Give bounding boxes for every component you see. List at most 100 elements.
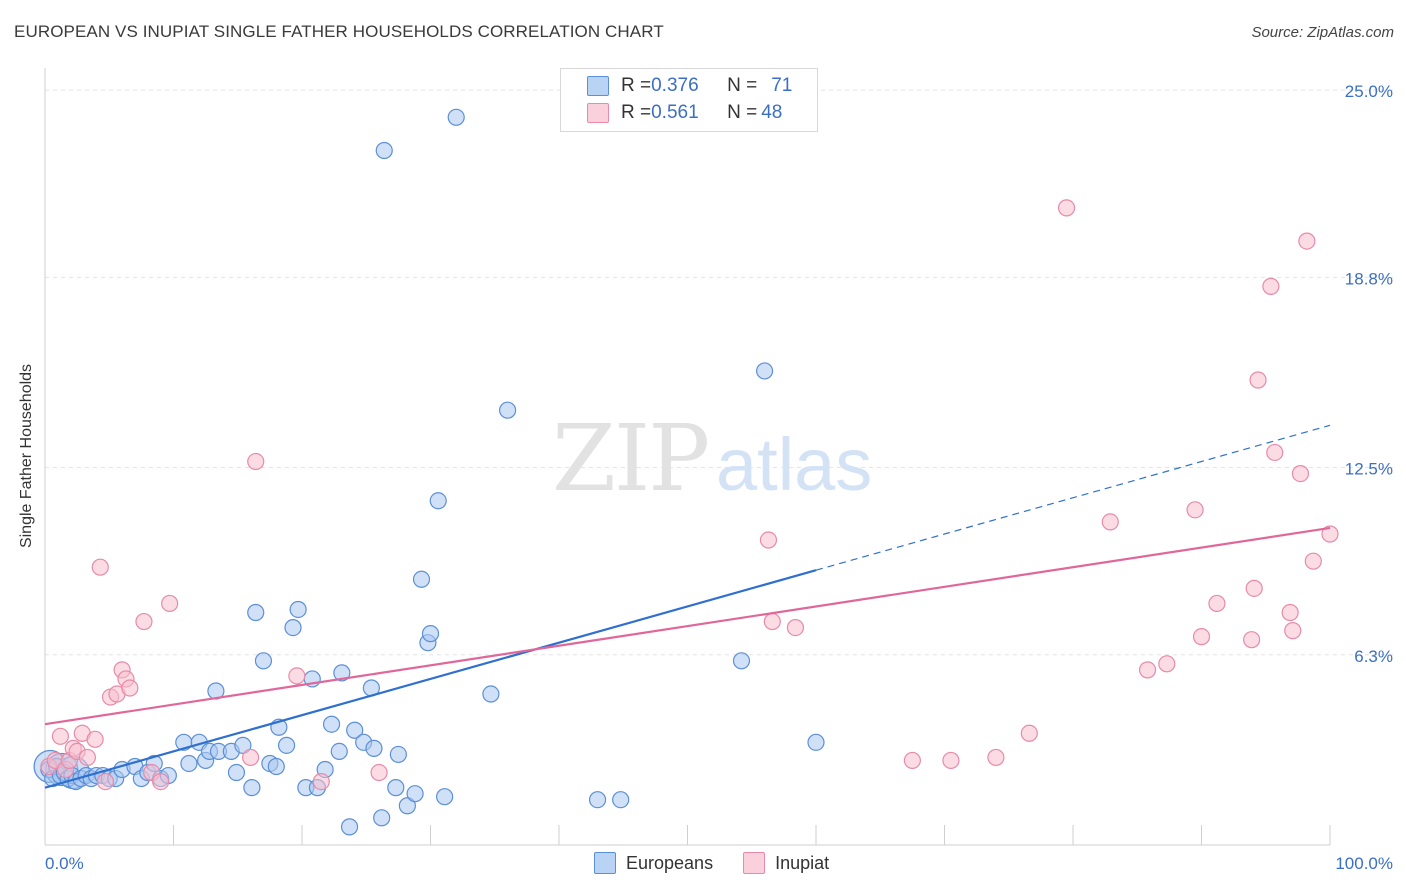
data-point bbox=[390, 746, 406, 762]
data-point bbox=[1244, 632, 1260, 648]
data-point bbox=[1305, 553, 1321, 569]
data-point bbox=[92, 559, 108, 575]
data-point bbox=[500, 402, 516, 418]
data-point bbox=[613, 792, 629, 808]
grid-lines bbox=[45, 90, 1395, 655]
data-point bbox=[181, 755, 197, 771]
y-tick-label: 25.0% bbox=[1345, 82, 1393, 101]
x-tick-label: 0.0% bbox=[45, 854, 84, 873]
data-point bbox=[1159, 656, 1175, 672]
legend-r-value: 0.561 bbox=[651, 102, 727, 124]
bottom-legend-label: Inupiat bbox=[775, 853, 829, 874]
data-point bbox=[414, 571, 430, 587]
data-point bbox=[590, 792, 606, 808]
data-point bbox=[787, 620, 803, 636]
data-point bbox=[1292, 466, 1308, 482]
data-point bbox=[371, 765, 387, 781]
data-point bbox=[1246, 580, 1262, 596]
data-point bbox=[243, 749, 259, 765]
data-point bbox=[87, 731, 103, 747]
data-point bbox=[268, 758, 284, 774]
data-point bbox=[943, 752, 959, 768]
data-point bbox=[1059, 200, 1075, 216]
legend-swatch-blue bbox=[587, 76, 609, 96]
legend-n-value: 48 bbox=[761, 102, 782, 124]
data-point bbox=[79, 749, 95, 765]
data-point bbox=[376, 143, 392, 159]
data-point bbox=[423, 626, 439, 642]
data-point bbox=[437, 789, 453, 805]
data-point bbox=[1021, 725, 1037, 741]
legend-box: R = 0.376 N = 71 R = 0.561 N = 48 bbox=[560, 68, 818, 132]
data-point bbox=[1140, 662, 1156, 678]
data-point bbox=[244, 780, 260, 796]
data-point bbox=[228, 765, 244, 781]
data-point bbox=[388, 780, 404, 796]
data-point bbox=[1209, 595, 1225, 611]
data-point bbox=[313, 774, 329, 790]
data-point bbox=[764, 614, 780, 630]
data-point bbox=[1299, 233, 1315, 249]
data-point bbox=[331, 743, 347, 759]
y-tick-label: 18.8% bbox=[1345, 269, 1393, 288]
data-point bbox=[1263, 278, 1279, 294]
x-tick-label: 100.0% bbox=[1335, 854, 1393, 873]
legend-n-label: N = bbox=[727, 75, 757, 97]
bottom-legend-swatch-pink bbox=[743, 852, 765, 874]
data-point bbox=[757, 363, 773, 379]
y-tick-label: 6.3% bbox=[1354, 647, 1393, 666]
data-point bbox=[760, 532, 776, 548]
data-point bbox=[988, 749, 1004, 765]
watermark-zip: ZIP bbox=[552, 405, 708, 512]
data-point bbox=[290, 601, 306, 617]
data-point bbox=[255, 653, 271, 669]
data-point bbox=[162, 595, 178, 611]
data-point bbox=[1187, 502, 1203, 518]
data-point bbox=[153, 774, 169, 790]
legend-r-label: R = bbox=[621, 75, 651, 97]
bottom-legend-label: Europeans bbox=[626, 853, 713, 874]
data-point bbox=[324, 716, 340, 732]
data-point bbox=[1250, 372, 1266, 388]
y-tick-label: 12.5% bbox=[1345, 460, 1393, 479]
legend-r-value: 0.376 bbox=[651, 75, 727, 97]
data-point bbox=[1102, 514, 1118, 530]
bottom-legend-inupiat: Inupiat bbox=[743, 852, 829, 874]
data-point bbox=[483, 686, 499, 702]
europeans-trend-extension bbox=[816, 425, 1330, 570]
inupiat-trend-line bbox=[45, 528, 1330, 724]
data-point bbox=[122, 680, 138, 696]
legend-row-inupiat: R = 0.561 N = 48 bbox=[587, 101, 782, 125]
data-point bbox=[808, 734, 824, 750]
bottom-legend-europeans: Europeans bbox=[594, 852, 713, 874]
bottom-legend: Europeans Inupiat bbox=[594, 852, 859, 874]
watermark-atlas: atlas bbox=[716, 423, 872, 506]
chart-canvas: ZIP atlas 6.3% 12.5% 18.8% 25.0% 0.0% 100.0% bbox=[0, 0, 1406, 892]
legend-n-label: N = bbox=[727, 102, 757, 124]
legend-swatch-pink bbox=[587, 103, 609, 123]
data-point bbox=[1285, 623, 1301, 639]
data-point bbox=[342, 819, 358, 835]
data-point bbox=[248, 454, 264, 470]
data-point bbox=[407, 786, 423, 802]
data-point bbox=[1282, 604, 1298, 620]
data-point bbox=[52, 728, 68, 744]
legend-r-label: R = bbox=[621, 102, 651, 124]
data-point bbox=[97, 774, 113, 790]
watermark: ZIP atlas bbox=[552, 405, 872, 512]
data-point bbox=[366, 740, 382, 756]
data-point bbox=[374, 810, 390, 826]
data-point bbox=[289, 668, 305, 684]
bottom-legend-swatch-blue bbox=[594, 852, 616, 874]
y-axis-label: Single Father Households bbox=[18, 364, 36, 548]
data-point bbox=[448, 109, 464, 125]
data-point bbox=[279, 737, 295, 753]
data-point bbox=[248, 604, 264, 620]
data-point bbox=[1194, 629, 1210, 645]
europeans-trend-line bbox=[45, 570, 816, 787]
data-point bbox=[733, 653, 749, 669]
data-point bbox=[1267, 444, 1283, 460]
data-point bbox=[904, 752, 920, 768]
data-point bbox=[430, 493, 446, 509]
data-point bbox=[136, 614, 152, 630]
